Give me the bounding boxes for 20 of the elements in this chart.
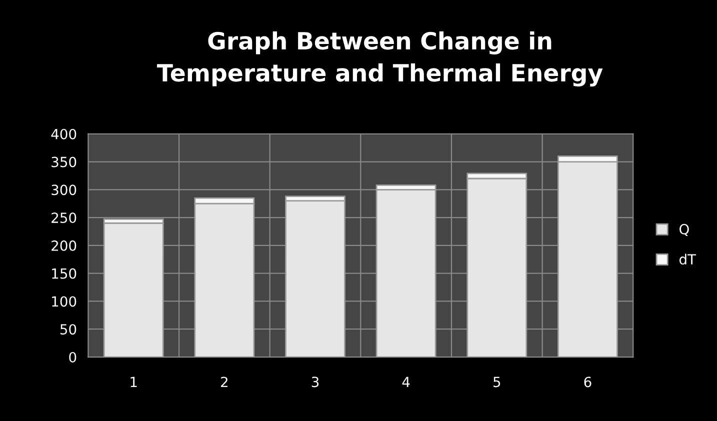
legend-label: dT: [680, 254, 696, 265]
x-tick-label: 6: [584, 376, 592, 388]
y-tick-label: 300: [52, 184, 76, 196]
y-tick-label: 200: [52, 240, 76, 251]
y-tick-label: 150: [52, 268, 76, 279]
x-tick-label: 4: [402, 376, 410, 388]
y-tick-label: 250: [52, 212, 76, 224]
chart-title: Graph Between Change in Temperature and Thermal Energy: [157, 31, 603, 86]
y-tick-label: 100: [52, 296, 76, 307]
y-tick-label: 50: [60, 324, 76, 335]
x-tick-label: 3: [312, 376, 319, 388]
y-tick-label: 0: [69, 352, 76, 362]
bar: [376, 188, 436, 358]
x-tick-label: 1: [130, 376, 137, 388]
x-tick-label: 5: [494, 376, 500, 388]
x-tick-label: 2: [221, 376, 228, 388]
legend-label: Q: [680, 224, 689, 236]
y-tick-label: 350: [52, 156, 76, 168]
y-tick-label: 400: [51, 128, 76, 140]
bar: [103, 222, 164, 358]
